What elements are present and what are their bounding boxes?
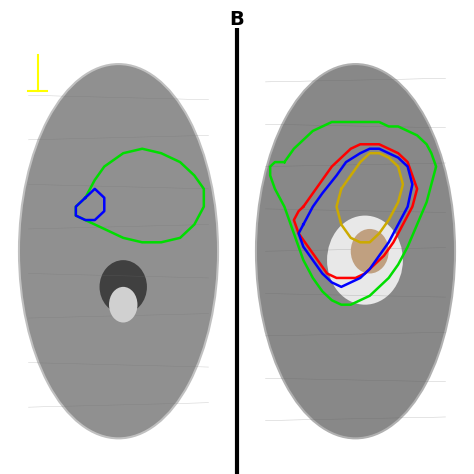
Ellipse shape [19,64,218,438]
Ellipse shape [109,287,137,322]
Ellipse shape [351,229,389,273]
Ellipse shape [256,64,455,438]
Text: B: B [229,10,245,29]
Ellipse shape [100,260,147,314]
Ellipse shape [327,216,403,305]
